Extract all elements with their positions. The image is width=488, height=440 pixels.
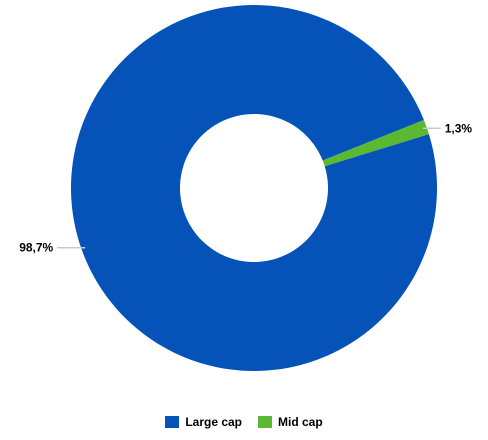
donut-chart: 98,7% 1,3% (19, 5, 472, 372)
data-labels: 98,7% 1,3% (19, 121, 472, 254)
legend-swatch-mid-cap (258, 416, 273, 428)
label-leader-lines (57, 127, 441, 249)
slice-large-cap[interactable] (71, 5, 438, 372)
legend-label-mid-cap: Mid cap (278, 415, 323, 429)
legend: Large cap Mid cap (0, 412, 488, 432)
slice-mid-cap[interactable] (322, 119, 429, 167)
data-label-large-cap: 98,7% (19, 241, 53, 255)
data-label-mid-cap: 1,3% (445, 121, 473, 135)
legend-swatch-large-cap (165, 416, 180, 428)
donut-slices (71, 5, 438, 372)
legend-item-large-cap[interactable]: Large cap (165, 415, 242, 429)
legend-label-large-cap: Large cap (185, 415, 243, 429)
legend-item-mid-cap[interactable]: Mid cap (258, 415, 323, 429)
